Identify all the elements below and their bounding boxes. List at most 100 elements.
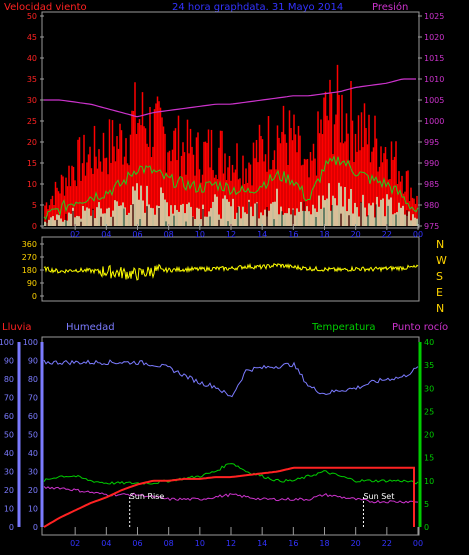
temperature-y-tick-label: 10 <box>424 477 434 486</box>
humidity-title: Humedad <box>66 322 115 333</box>
x-tick-label: 00 <box>413 539 423 548</box>
y-right-tick-label: 995 <box>424 138 439 147</box>
climate-panel: 0102030405060708090100010203040506070809… <box>0 338 434 548</box>
humidity-y-tick-label: 0 <box>33 523 38 532</box>
x-tick-label: 12 <box>226 230 236 239</box>
dewpoint-title: Punto rocío <box>392 321 448 333</box>
direction-panel: 0 90 180 270 360 <box>22 240 419 301</box>
temperature-y-tick-label: 0 <box>424 523 429 532</box>
rain-y-tick-label: 50 <box>4 431 14 440</box>
humidity-y-tick-label: 50 <box>28 431 38 440</box>
temperature-title: Temperatura <box>311 322 376 333</box>
dir-y-tick-label: 180 <box>22 266 37 275</box>
rain-y-tick-label: 10 <box>4 505 14 514</box>
x-tick-label: 06 <box>132 539 142 548</box>
y-tick-label: 5 <box>32 201 37 210</box>
rain-y-tick-label: 30 <box>4 468 14 477</box>
y-tick-label: 25 <box>27 117 37 126</box>
temperature-line <box>43 463 419 485</box>
temperature-y-tick-label: 40 <box>424 338 434 347</box>
y-right-tick-label: 985 <box>424 180 439 189</box>
x-tick-label: 08 <box>164 230 174 239</box>
wind-panel: 0 5 10 15 20 25 30 35 40 45 50 975 980 985 990 995 1000 1… <box>27 12 445 239</box>
wind-direction-line <box>43 262 419 281</box>
x-tick-label: 06 <box>132 230 142 239</box>
humidity-y-tick-label: 60 <box>28 412 38 421</box>
wind-average-line <box>43 155 419 221</box>
humidity-y-tick-label: 100 <box>23 338 38 347</box>
x-tick-label: 16 <box>288 230 298 239</box>
dewpoint-line <box>43 486 419 504</box>
x-tick-label: 08 <box>164 539 174 548</box>
rain-y-tick-label: 70 <box>4 394 14 403</box>
dir-y-tick-label: 360 <box>22 240 37 249</box>
x-tick-label: 22 <box>382 230 392 239</box>
y-tick-label: 15 <box>27 159 37 168</box>
temperature-y-tick-label: 20 <box>424 431 434 440</box>
temperature-y-tick-label: 15 <box>424 454 434 463</box>
x-tick-label: 04 <box>101 539 111 548</box>
y-right-tick-label: 1000 <box>424 117 444 126</box>
pressure-line <box>44 78 416 118</box>
sunrise-label: Sun Rise <box>130 492 165 501</box>
humidity-y-tick-label: 40 <box>28 449 38 458</box>
y-tick-label: 30 <box>27 96 37 105</box>
sunset-label: Sun Set <box>363 492 394 501</box>
x-tick-label: 10 <box>195 539 205 548</box>
x-tick-label: 14 <box>257 539 267 548</box>
humidity-y-tick-label: 20 <box>28 486 38 495</box>
x-tick-label: 18 <box>319 539 329 548</box>
dir-y-tick-label: 270 <box>22 253 37 262</box>
dir-y-tick-label: 90 <box>27 279 37 288</box>
chart-title: 24 hora graphdata. 31 Mayo 2014 <box>172 2 343 13</box>
y-tick-label: 45 <box>27 33 37 42</box>
x-tick-label: 02 <box>70 230 80 239</box>
rain-line <box>43 466 415 528</box>
y-tick-label: 35 <box>27 75 37 84</box>
humidity-y-tick-label: 30 <box>28 468 38 477</box>
humidity-y-tick-label: 80 <box>28 375 38 384</box>
x-tick-label: 18 <box>319 230 329 239</box>
rain-title: Lluvia <box>2 322 32 333</box>
humidity-y-tick-label: 90 <box>28 357 38 366</box>
y-tick-label: 40 <box>27 54 37 63</box>
y-right-tick-label: 1005 <box>424 96 444 105</box>
y-tick-label: 20 <box>27 138 37 147</box>
y-right-tick-label: 1010 <box>424 75 444 84</box>
humidity-y-tick-label: 70 <box>28 394 38 403</box>
y-right-tick-label: 1025 <box>424 12 444 21</box>
x-tick-label: 02 <box>70 539 80 548</box>
rain-y-tick-label: 0 <box>9 523 14 532</box>
direction-label-n-bottom: N <box>436 302 444 315</box>
temperature-y-tick-label: 5 <box>424 500 429 509</box>
x-tick-label: 20 <box>351 539 361 548</box>
y-right-tick-label: 975 <box>424 222 439 231</box>
temperature-y-tick-label: 25 <box>424 407 434 416</box>
pressure-title: Presión <box>372 1 408 13</box>
x-tick-label: 16 <box>288 539 298 548</box>
x-tick-label: 22 <box>382 539 392 548</box>
rain-y-tick-label: 60 <box>4 412 14 421</box>
y-right-tick-label: 1020 <box>424 33 444 42</box>
temperature-y-tick-label: 30 <box>424 384 434 393</box>
direction-label-w: W <box>436 254 447 267</box>
humidity-line <box>43 359 419 398</box>
x-tick-label: 14 <box>257 230 267 239</box>
dir-y-tick-label: 0 <box>32 292 37 301</box>
humidity-y-tick-label: 10 <box>28 505 38 514</box>
rain-y-tick-label: 20 <box>4 486 14 495</box>
rain-y-tick-label: 100 <box>0 338 14 347</box>
y-tick-label: 0 <box>32 222 37 231</box>
x-tick-label: 20 <box>351 230 361 239</box>
direction-label-s: S <box>436 270 443 283</box>
x-tick-label: 00 <box>413 230 423 239</box>
y-right-tick-label: 980 <box>424 201 439 210</box>
wind-speed-title: Velocidad viento <box>4 2 87 13</box>
direction-label-n-top: N <box>436 238 444 251</box>
y-right-tick-label: 990 <box>424 159 439 168</box>
x-tick-label: 10 <box>195 230 205 239</box>
direction-label-e: E <box>436 286 443 299</box>
y-tick-label: 50 <box>27 12 37 21</box>
